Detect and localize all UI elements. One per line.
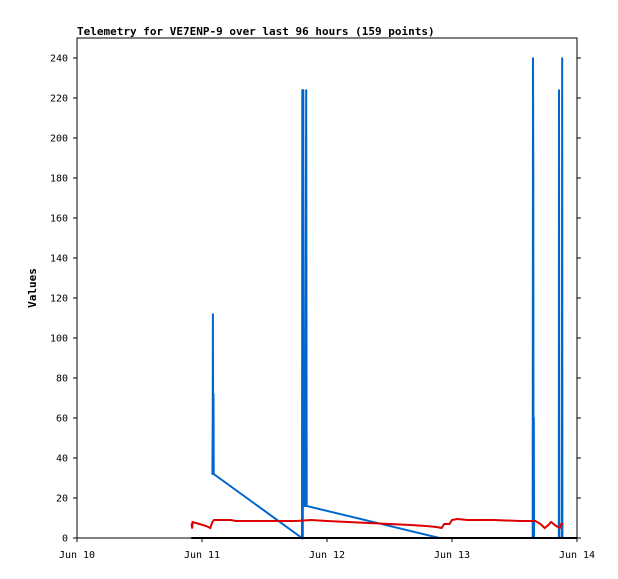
data-point [190,537,193,539]
y-tick-label: 160 [50,214,68,225]
data-point [213,519,215,521]
y-tick-label: 180 [50,174,68,185]
data-point [435,526,438,528]
data-point [229,519,232,521]
data-point [492,519,495,521]
series-line [211,57,564,540]
data-point [234,520,237,522]
y-tick-label: 220 [50,94,68,105]
data-point [310,519,313,521]
data-point [305,505,308,507]
data-point [532,417,535,419]
series-1 [190,517,564,530]
y-tick-label: 200 [50,134,68,145]
x-tick-label: Jun 13 [434,550,470,561]
data-point [198,523,201,525]
data-point [425,525,427,527]
data-point [212,473,215,475]
data-point [304,505,307,507]
data-point [294,520,297,522]
data-point [550,521,552,523]
data-point [191,521,194,523]
data-point [518,520,521,522]
data-point [558,527,561,529]
data-point [543,527,546,529]
y-tick-label: 100 [50,334,68,345]
data-point [212,393,215,395]
data-point [302,505,305,507]
data-point [560,523,563,525]
data-point [532,177,535,179]
data-point [211,521,214,523]
data-point [221,519,224,521]
data-point [388,523,391,525]
data-point [547,524,550,526]
y-tick-label: 140 [50,254,68,265]
data-point [274,520,276,522]
y-tick-label: 0 [62,534,68,545]
x-tick-label: Jun 11 [184,550,220,561]
data-point [191,527,194,529]
data-point [211,425,214,427]
data-point [367,522,370,524]
data-point [209,527,212,529]
y-tick-label: 20 [56,494,68,505]
y-tick-label: 240 [50,54,68,65]
data-point [451,519,453,521]
x-tick-label: Jun 12 [309,550,345,561]
data-point [443,523,446,525]
data-point [534,520,537,522]
data-point [305,89,308,91]
data-point [448,523,451,525]
plot-frame [76,37,578,539]
y-tick-label: 40 [56,454,68,465]
data-point [190,523,193,525]
series-layer [190,57,578,540]
y-axis-label: Values [26,268,39,308]
data-point [253,520,255,522]
data-point [558,89,560,91]
data-point [212,313,214,315]
data-point [456,518,459,520]
data-point [302,89,305,91]
data-point [555,525,558,527]
y-axis: 0 20 40 60 80 100 120 140 160 180 200 220 240 [50,54,581,545]
x-tick-label: Jun 10 [59,550,95,561]
data-point [562,523,564,525]
series-2 [190,537,578,539]
data-point [346,521,349,523]
data-point [301,153,304,155]
data-point [326,520,328,522]
y-tick-label: 120 [50,294,68,305]
data-point [532,57,534,59]
data-point [205,525,208,527]
data-point [576,537,578,539]
data-point [409,524,412,526]
x-tick-label: Jun 14 [559,550,595,561]
y-tick-label: 60 [56,414,68,425]
chart-title: Telemetry for VE7ENP-9 over last 96 hour… [77,25,435,38]
data-point [561,57,564,59]
data-point [466,519,469,521]
x-axis: Jun 10 Jun 11 Jun 12 Jun 13 Jun 14 [59,538,595,561]
data-point [440,527,443,529]
data-point [539,523,542,525]
y-tick-label: 80 [56,374,68,385]
